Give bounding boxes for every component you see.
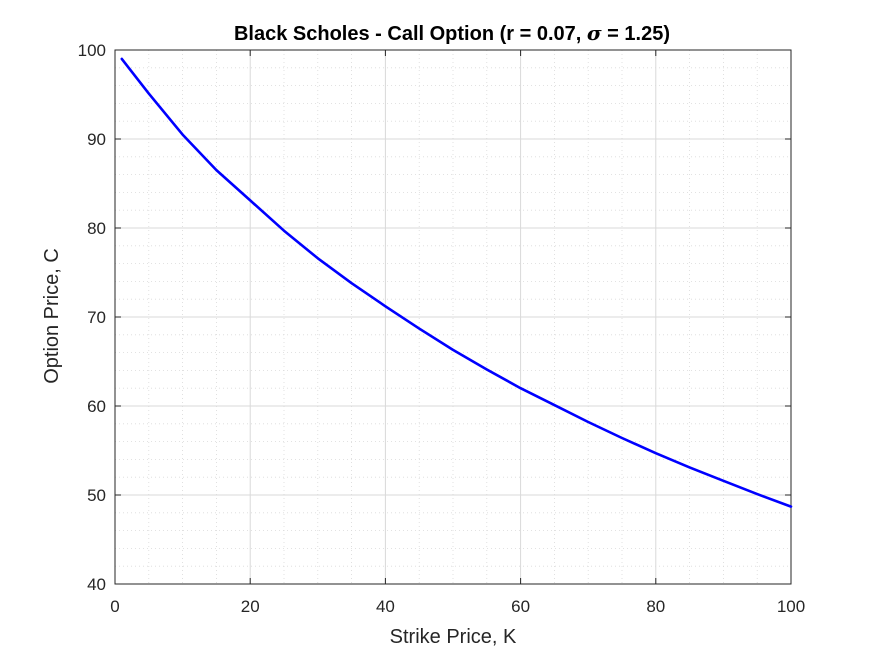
y-tick-label: 70: [87, 308, 106, 327]
series-line: [120, 57, 793, 508]
y-tick-label: 60: [87, 397, 106, 416]
grid: [114, 49, 792, 585]
x-tick-label: 20: [241, 597, 260, 616]
x-axis-label: Strike Price, K: [390, 626, 517, 648]
chart-title: Black Scholes - Call Option (r = 0.07, σ…: [234, 21, 670, 45]
x-tick-label: 40: [376, 597, 395, 616]
x-tick-label: 80: [646, 597, 665, 616]
x-tick-label: 60: [511, 597, 530, 616]
y-tick-label: 40: [87, 575, 106, 594]
title-suffix: = 1.25): [602, 23, 670, 45]
x-tick-label: 100: [777, 597, 805, 616]
series-layer: [120, 57, 793, 508]
y-axis-label: Option Price, C: [41, 248, 63, 384]
axis-ticks: 0 20 40 60 80 100 40 50 60 70 80 90 100: [78, 41, 806, 616]
y-tick-label: 90: [87, 130, 106, 149]
title-sigma: σ: [587, 21, 602, 45]
y-tick-label: 100: [78, 41, 106, 60]
y-tick-label: 80: [87, 219, 106, 238]
x-tick-label: 0: [110, 597, 119, 616]
title-prefix: Black Scholes - Call Option (r = 0.07,: [234, 23, 587, 45]
y-tick-label: 50: [87, 486, 106, 505]
